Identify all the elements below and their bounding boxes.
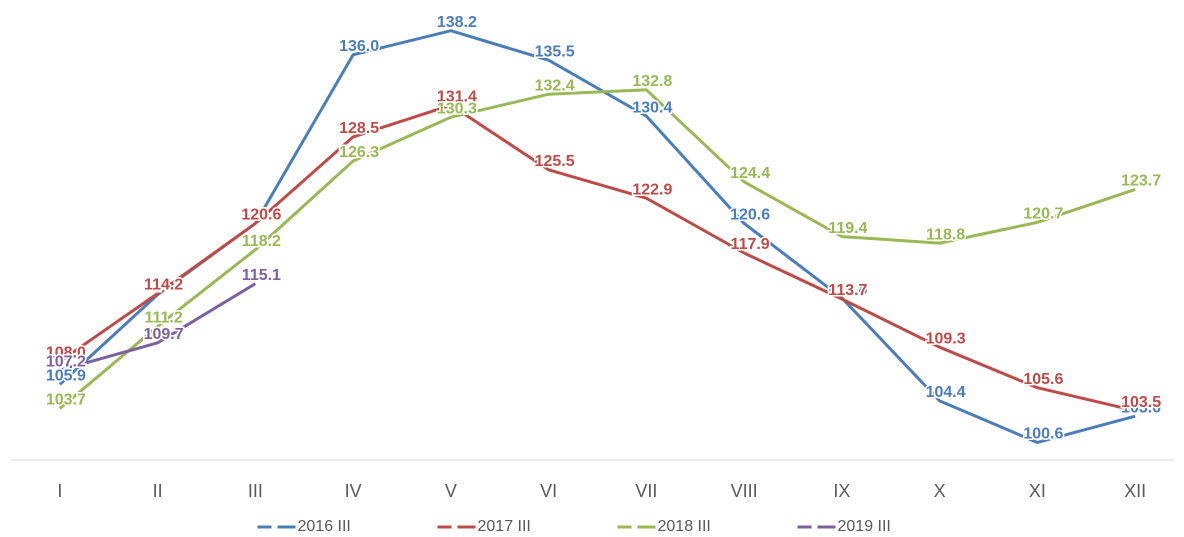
data-label: 126.3 (339, 144, 379, 161)
x-tick-label: X (934, 481, 946, 501)
data-label: 122.9 (632, 181, 672, 198)
x-tick-label: IV (345, 481, 362, 501)
legend: 2016 III 2017 III 2018 III 2019 III (257, 518, 891, 535)
data-label: 103.0 (1121, 399, 1161, 416)
x-tick-label: IX (833, 481, 850, 501)
data-label: 135.5 (535, 43, 575, 60)
data-label: 105.6 (1023, 371, 1063, 388)
data-label: 105.9 (46, 368, 86, 385)
data-label: 109.7 (144, 326, 184, 343)
data-label: 124.4 (730, 165, 770, 182)
data-label: 104.4 (926, 384, 966, 401)
x-tick-label: VI (540, 481, 557, 501)
data-label: 120.6 (730, 207, 770, 224)
data-label: 111.2 (144, 310, 182, 327)
data-label: 103.7 (46, 392, 86, 409)
legend-label: 2016 III (298, 518, 351, 535)
series-line (59, 103, 1136, 413)
data-label: 108.0 (46, 345, 86, 362)
series-line (58, 88, 1136, 410)
data-label: 103.5 (1121, 394, 1161, 411)
x-tick-label: V (445, 481, 457, 501)
x-tick-label: VII (635, 481, 657, 501)
data-label: 109.3 (926, 330, 966, 347)
legend-label: 2018 III (658, 518, 711, 535)
data-label: 107.2 (46, 353, 86, 370)
data-label: 138.2 (437, 14, 477, 31)
data-label: 118.2 (242, 233, 281, 250)
x-tick-label: II (153, 481, 163, 501)
data-label: 132.8 (632, 73, 672, 90)
data-label: 123.7 (1121, 173, 1161, 190)
data-label: 128.5 (339, 120, 379, 137)
data-label: 120.7 (1023, 206, 1063, 223)
data-label: 113.7 (828, 282, 867, 299)
series-line (59, 282, 257, 372)
x-tick-label: I (57, 481, 62, 501)
data-label: 119.4 (828, 220, 867, 237)
x-tick-label: VIII (731, 481, 758, 501)
data-label: 130.4 (632, 99, 672, 116)
data-label: 131.4 (437, 88, 477, 105)
legend-label: 2017 III (478, 518, 531, 535)
data-label: 136.0 (339, 38, 379, 55)
data-label: 130.3 (437, 100, 477, 117)
data-label: 118.8 (926, 226, 965, 243)
data-label: 114.1 (144, 278, 183, 295)
data-label: 100.6 (1023, 426, 1063, 443)
data-label: 125.5 (535, 153, 575, 170)
legend-label: 2019 III (838, 518, 891, 535)
data-label: 120.6 (241, 207, 281, 224)
x-tick-label: XI (1029, 481, 1046, 501)
data-label: 115.1 (242, 267, 281, 284)
data-label: 120.6 (241, 207, 281, 224)
data-label: 117.9 (731, 236, 770, 253)
x-tick-label: III (248, 481, 263, 501)
data-label: 113.8 (828, 281, 867, 298)
data-label: 132.4 (535, 77, 575, 94)
x-tick-label: XII (1124, 481, 1146, 501)
data-label: 114.2 (144, 277, 183, 294)
